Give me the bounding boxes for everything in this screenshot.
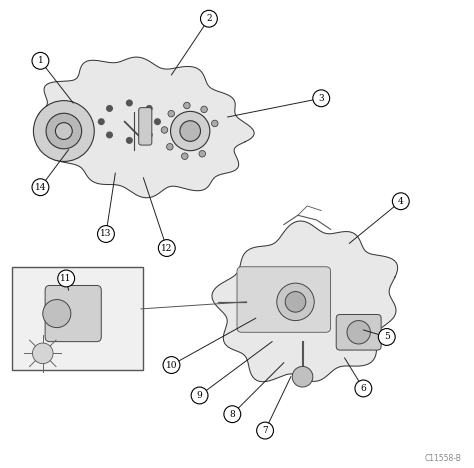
Text: 10: 10 — [166, 360, 177, 370]
Circle shape — [107, 106, 112, 111]
Circle shape — [285, 292, 306, 312]
Circle shape — [32, 179, 49, 196]
Text: 13: 13 — [100, 229, 112, 239]
FancyBboxPatch shape — [237, 267, 330, 332]
Text: 2: 2 — [206, 14, 212, 23]
Text: 7: 7 — [262, 426, 268, 435]
Circle shape — [183, 102, 190, 109]
Circle shape — [155, 119, 160, 124]
Circle shape — [98, 226, 114, 242]
Circle shape — [211, 120, 218, 127]
Circle shape — [58, 270, 74, 287]
Circle shape — [32, 52, 49, 69]
Circle shape — [171, 111, 210, 151]
Circle shape — [34, 101, 94, 161]
Text: 9: 9 — [197, 391, 202, 400]
Circle shape — [201, 10, 218, 27]
Circle shape — [55, 123, 72, 139]
Circle shape — [224, 406, 241, 423]
Circle shape — [166, 144, 173, 150]
Circle shape — [107, 132, 112, 138]
Text: 6: 6 — [361, 384, 366, 393]
Circle shape — [347, 321, 370, 344]
Circle shape — [378, 329, 395, 345]
Polygon shape — [212, 221, 398, 382]
Circle shape — [201, 106, 208, 113]
Circle shape — [180, 121, 201, 141]
Text: 1: 1 — [37, 56, 43, 66]
Text: 8: 8 — [229, 410, 235, 419]
Circle shape — [256, 422, 273, 439]
Text: C11558-B: C11558-B — [425, 454, 462, 463]
Circle shape — [43, 300, 71, 328]
Circle shape — [392, 193, 409, 210]
Text: 11: 11 — [60, 274, 72, 283]
Circle shape — [127, 138, 132, 143]
Circle shape — [33, 343, 53, 364]
Text: 5: 5 — [384, 332, 390, 342]
Circle shape — [46, 113, 82, 149]
Circle shape — [127, 100, 132, 106]
FancyBboxPatch shape — [139, 108, 152, 145]
Circle shape — [182, 153, 188, 160]
FancyBboxPatch shape — [336, 314, 381, 350]
Circle shape — [355, 380, 372, 397]
Circle shape — [277, 283, 314, 321]
Circle shape — [199, 151, 206, 157]
Text: 3: 3 — [319, 94, 324, 103]
Circle shape — [158, 240, 175, 256]
Text: 14: 14 — [35, 183, 46, 192]
Circle shape — [168, 110, 174, 117]
Text: 12: 12 — [161, 243, 173, 253]
Circle shape — [191, 387, 208, 404]
Text: 4: 4 — [398, 197, 404, 206]
Circle shape — [313, 90, 329, 107]
Circle shape — [292, 366, 313, 387]
Circle shape — [99, 119, 104, 124]
Circle shape — [163, 357, 180, 373]
Polygon shape — [37, 57, 254, 198]
Circle shape — [146, 132, 152, 138]
Circle shape — [146, 106, 152, 111]
Circle shape — [161, 127, 168, 133]
FancyBboxPatch shape — [12, 267, 144, 370]
FancyBboxPatch shape — [45, 285, 101, 342]
